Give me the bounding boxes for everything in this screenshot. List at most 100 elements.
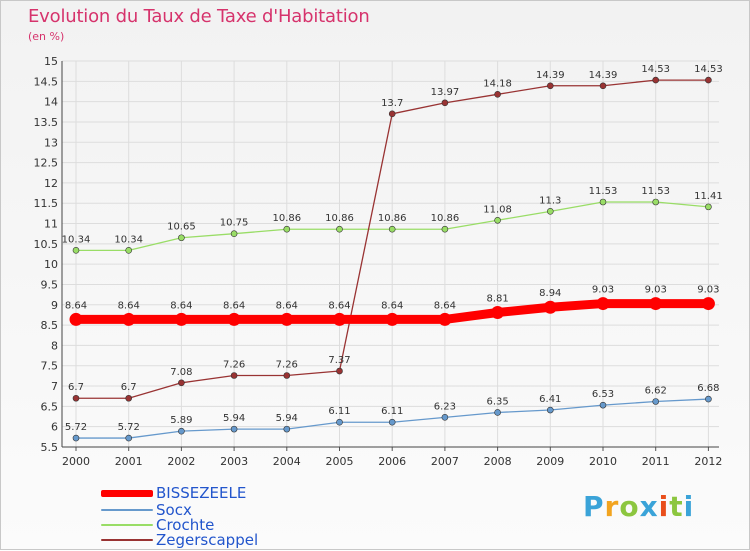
data-point-bissezeele — [701, 297, 715, 311]
data-label-zegerscappel: 14.53 — [641, 64, 670, 75]
data-point-zegerscappel — [705, 76, 712, 84]
data-label-socx: 5.94 — [276, 413, 298, 424]
data-point-socx — [178, 427, 185, 435]
x-tick-label: 2000 — [62, 455, 90, 468]
data-label-zegerscappel: 13.97 — [431, 87, 460, 98]
data-point-zegerscappel — [230, 372, 238, 379]
data-label-bissezeele: 9.03 — [645, 285, 667, 296]
x-tick-label: 2004 — [273, 455, 301, 468]
x-tick-label: 2006 — [378, 455, 406, 468]
x-tick-label: 2007 — [431, 455, 459, 468]
data-label-socx: 6.68 — [697, 383, 719, 394]
data-label-socx: 6.35 — [486, 396, 508, 407]
logo-letter: i — [683, 490, 695, 523]
data-point-bissezeele — [649, 297, 663, 311]
data-point-crochte — [230, 230, 238, 237]
data-point-crochte — [494, 216, 501, 224]
data-point-socx — [546, 406, 554, 414]
data-label-socx: 5.89 — [170, 415, 192, 426]
proxiti-logo: Proxiti — [583, 490, 694, 523]
data-label-zegerscappel: 14.39 — [536, 70, 565, 81]
data-point-crochte — [336, 225, 343, 233]
logo-letter: P — [583, 490, 605, 523]
legend-label-socx: Socx — [156, 501, 192, 519]
series-group — [69, 76, 715, 442]
data-point-socx — [705, 395, 712, 403]
legend-item-zegerscappel: Zegerscappel — [101, 531, 259, 549]
data-label-bissezeele: 8.64 — [118, 300, 140, 311]
logo-letter: i — [658, 490, 670, 523]
data-label-zegerscappel: 13.7 — [381, 98, 403, 109]
data-label-socx: 6.41 — [539, 394, 561, 405]
data-point-zegerscappel — [388, 110, 396, 118]
y-tick-label: 9 — [51, 299, 58, 312]
data-label-socx: 6.62 — [645, 385, 667, 396]
data-point-zegerscappel — [283, 372, 291, 379]
y-tick-label: 6 — [51, 421, 58, 434]
data-point-crochte — [388, 225, 396, 233]
y-tick-label: 10.5 — [34, 238, 59, 251]
legend-item-crochte: Crochte — [101, 516, 215, 534]
data-label-bissezeele: 9.03 — [592, 285, 614, 296]
data-point-bissezeele — [543, 300, 557, 314]
data-label-zegerscappel: 7.08 — [170, 367, 192, 378]
data-point-socx — [72, 434, 80, 442]
data-point-zegerscappel — [599, 82, 607, 90]
data-point-socx — [230, 425, 238, 433]
data-label-bissezeele: 8.64 — [170, 300, 192, 311]
data-label-bissezeele: 9.03 — [697, 285, 719, 296]
legend-label-crochte: Crochte — [156, 516, 215, 534]
y-tick-label: 14 — [44, 96, 58, 109]
data-point-socx — [441, 414, 449, 421]
data-label-crochte: 10.86 — [272, 213, 301, 224]
data-label-zegerscappel: 14.53 — [694, 64, 723, 75]
x-tick-label: 2008 — [484, 455, 512, 468]
y-tick-label: 14.5 — [34, 75, 59, 88]
data-label-crochte: 11.08 — [483, 204, 512, 215]
legend-swatch-socx — [101, 509, 153, 511]
x-tick-label: 2005 — [326, 455, 354, 468]
y-tick-label: 13 — [44, 136, 58, 149]
x-tick-labels: 2000 2001 2002 2003 2004 2005 2006 2007 2008 2009… — [62, 455, 722, 468]
data-point-zegerscappel — [494, 91, 501, 98]
data-point-socx — [494, 409, 501, 416]
data-point-crochte — [546, 208, 554, 215]
axes — [61, 61, 719, 451]
chart-subtitle: (en %) — [28, 30, 65, 43]
data-point-crochte — [652, 198, 660, 206]
data-point-bissezeele — [174, 312, 188, 326]
data-label-bissezeele: 8.64 — [223, 300, 245, 311]
data-point-socx — [125, 434, 132, 442]
data-point-bissezeele — [596, 297, 610, 311]
y-tick-label: 10 — [44, 258, 58, 271]
data-point-bissezeele — [333, 312, 346, 326]
y-tick-label: 12 — [44, 177, 58, 190]
data-label-bissezeele: 8.64 — [65, 300, 87, 311]
x-tick-label: 2003 — [220, 455, 248, 468]
data-point-zegerscappel — [125, 394, 132, 402]
data-label-bissezeele: 8.81 — [486, 294, 508, 305]
y-tick-label: 12.5 — [34, 157, 59, 170]
logo-letter: o — [619, 490, 640, 523]
data-labels-group: 5.72 5.72 5.89 5.94 5.94 6.11 6.11 6.23 6.35 6.41… — [62, 64, 723, 433]
data-point-bissezeele — [438, 312, 452, 326]
data-point-zegerscappel — [441, 99, 449, 107]
data-point-crochte — [178, 234, 185, 242]
data-point-crochte — [283, 225, 291, 233]
y-tick-label: 5.5 — [41, 441, 59, 454]
y-tick-label: 8.5 — [41, 319, 59, 332]
data-label-zegerscappel: 14.18 — [483, 78, 512, 89]
data-point-zegerscappel — [546, 82, 554, 90]
data-label-socx: 6.11 — [328, 406, 350, 417]
x-tick-label: 2010 — [589, 455, 617, 468]
data-label-crochte: 10.86 — [378, 213, 407, 224]
x-tick-label: 2012 — [694, 455, 722, 468]
data-label-zegerscappel: 14.39 — [589, 70, 618, 81]
legend-label-zegerscappel: Zegerscappel — [156, 531, 259, 549]
logo-letter: x — [639, 490, 659, 523]
data-label-crochte: 11.53 — [641, 186, 670, 197]
data-point-bissezeele — [280, 312, 294, 326]
data-point-zegerscappel — [178, 379, 185, 387]
data-point-bissezeele — [122, 312, 136, 326]
